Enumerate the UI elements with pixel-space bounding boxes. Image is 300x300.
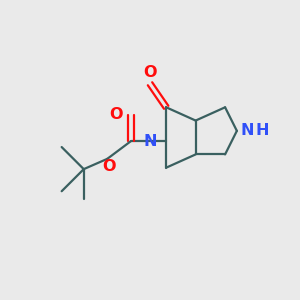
Text: O: O <box>102 159 116 174</box>
Text: N: N <box>240 123 254 138</box>
Text: O: O <box>143 65 157 80</box>
Text: H: H <box>255 123 268 138</box>
Text: N: N <box>143 134 157 149</box>
Text: O: O <box>109 107 123 122</box>
